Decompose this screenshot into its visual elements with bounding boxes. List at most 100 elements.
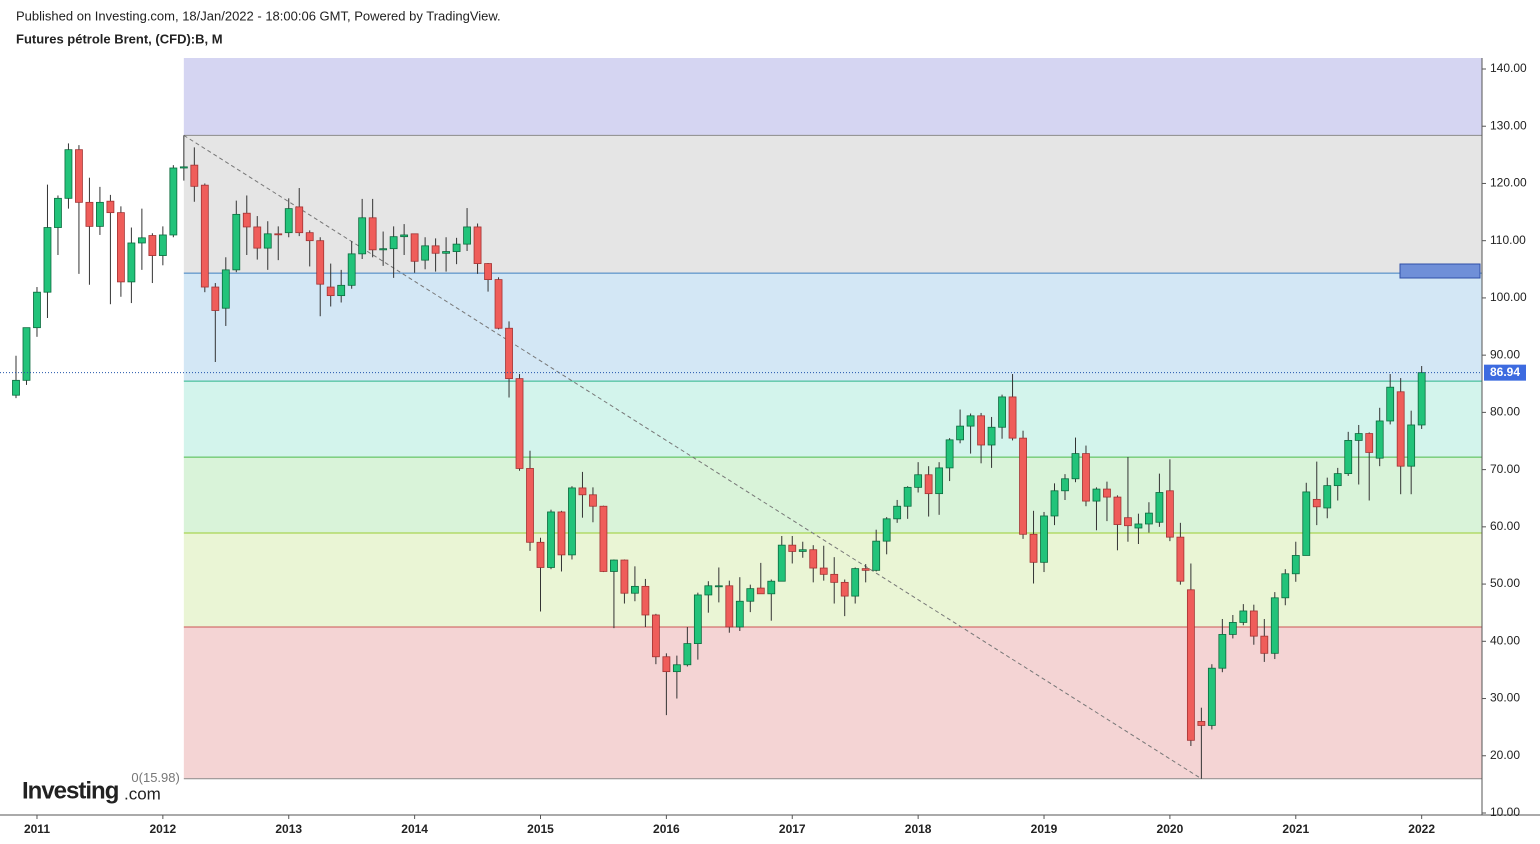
price-zone	[1399, 263, 1481, 279]
candle-body	[179, 166, 188, 169]
logo-suffix: .com	[124, 784, 161, 803]
candle-body	[242, 212, 251, 228]
candle-body	[117, 212, 125, 283]
candle-body	[1344, 440, 1353, 475]
candle-body	[1207, 667, 1216, 726]
candle-body	[620, 559, 629, 594]
candle-body	[452, 243, 461, 252]
candle-body	[998, 396, 1006, 428]
candle-body	[284, 208, 293, 234]
y-tick-label: 60.00	[1490, 519, 1520, 533]
y-tick-label: 20.00	[1490, 748, 1520, 762]
candle-body	[33, 291, 41, 329]
y-tick-label: 120.00	[1490, 176, 1527, 190]
candle-body	[746, 588, 755, 602]
candle-body	[1145, 512, 1153, 525]
candle-body	[1186, 589, 1195, 741]
candle-body	[137, 237, 146, 244]
candle-body	[1113, 496, 1122, 525]
x-tick-label: 2012	[150, 822, 177, 836]
candle-body	[1134, 523, 1143, 529]
y-tick-label: 50.00	[1490, 576, 1520, 590]
candle-body	[106, 200, 115, 214]
candle-body	[1354, 433, 1363, 441]
candle-body	[1386, 386, 1395, 422]
y-tick-label: 30.00	[1490, 691, 1520, 705]
candle-body	[1249, 610, 1258, 637]
fib-band	[183, 273, 1483, 382]
candle-body	[1260, 635, 1269, 654]
candle-body	[693, 594, 702, 644]
candle-body	[473, 226, 482, 264]
candle-body	[1302, 491, 1311, 556]
candle-body	[96, 201, 104, 227]
candle-body	[756, 587, 765, 595]
candle-body	[798, 549, 807, 552]
candle-body	[662, 656, 671, 673]
y-tick-label: 10.00	[1490, 805, 1520, 819]
candle-body	[1417, 372, 1426, 426]
candle-body	[987, 426, 996, 446]
candle-body	[1239, 610, 1248, 623]
candle-body	[599, 505, 608, 572]
candle-body	[1061, 478, 1069, 492]
candle-body	[1333, 473, 1342, 487]
candle-body	[1008, 396, 1017, 439]
candle-body	[1407, 424, 1416, 467]
candle-body	[1396, 391, 1405, 467]
candle-body	[1166, 490, 1174, 538]
candle-body	[1071, 453, 1080, 480]
candle-body	[274, 233, 283, 236]
candle-body	[1281, 573, 1290, 599]
x-tick-label: 2016	[653, 822, 680, 836]
candle-body	[1082, 453, 1090, 502]
candle-body	[1019, 437, 1027, 535]
candle-body	[515, 378, 524, 469]
candle-body	[158, 234, 167, 256]
candle-body	[1365, 433, 1374, 453]
y-tick-label: 140.00	[1490, 61, 1527, 75]
candle-body	[253, 226, 262, 249]
candle-body	[882, 518, 891, 542]
candle-body	[714, 585, 723, 588]
candle-body	[347, 253, 356, 286]
candle-body	[631, 585, 639, 594]
candle-body	[641, 585, 650, 616]
candle-body	[1375, 420, 1384, 459]
last-price-label: 86.94	[1490, 365, 1520, 379]
candle-body	[75, 149, 83, 203]
x-tick-label: 2014	[401, 822, 428, 836]
candle-body	[945, 439, 954, 469]
candle-body	[358, 217, 367, 255]
candle-body	[169, 167, 178, 236]
candle-body	[819, 567, 828, 575]
candle-body	[463, 226, 471, 245]
candle-body	[1176, 536, 1185, 582]
candle-body	[295, 206, 304, 234]
candle-body	[725, 585, 734, 628]
candle-body	[1323, 485, 1332, 509]
candle-body	[211, 286, 220, 311]
chart-title: Futures pétrole Brent, (CFD):B, M	[16, 31, 223, 46]
candle-body	[127, 242, 136, 283]
candle-body	[651, 614, 660, 658]
candle-body	[672, 664, 681, 673]
x-tick-label: 2011	[24, 822, 50, 836]
candle-body	[337, 284, 346, 297]
candle-body	[431, 245, 440, 254]
candle-body	[683, 643, 692, 666]
y-tick-label: 100.00	[1490, 290, 1527, 304]
fib-band	[183, 457, 1483, 533]
candle-body	[809, 549, 818, 569]
candle-body	[977, 415, 985, 446]
candle-body	[64, 149, 73, 199]
candle-body	[966, 415, 975, 427]
candle-body	[1291, 555, 1300, 575]
candle-body	[1050, 490, 1059, 517]
fib-band	[183, 135, 1483, 274]
candle-body	[410, 233, 419, 262]
candle-body	[956, 425, 964, 441]
x-tick-label: 2018	[905, 822, 932, 836]
candle-body	[200, 184, 209, 288]
y-tick-label: 40.00	[1490, 633, 1520, 647]
